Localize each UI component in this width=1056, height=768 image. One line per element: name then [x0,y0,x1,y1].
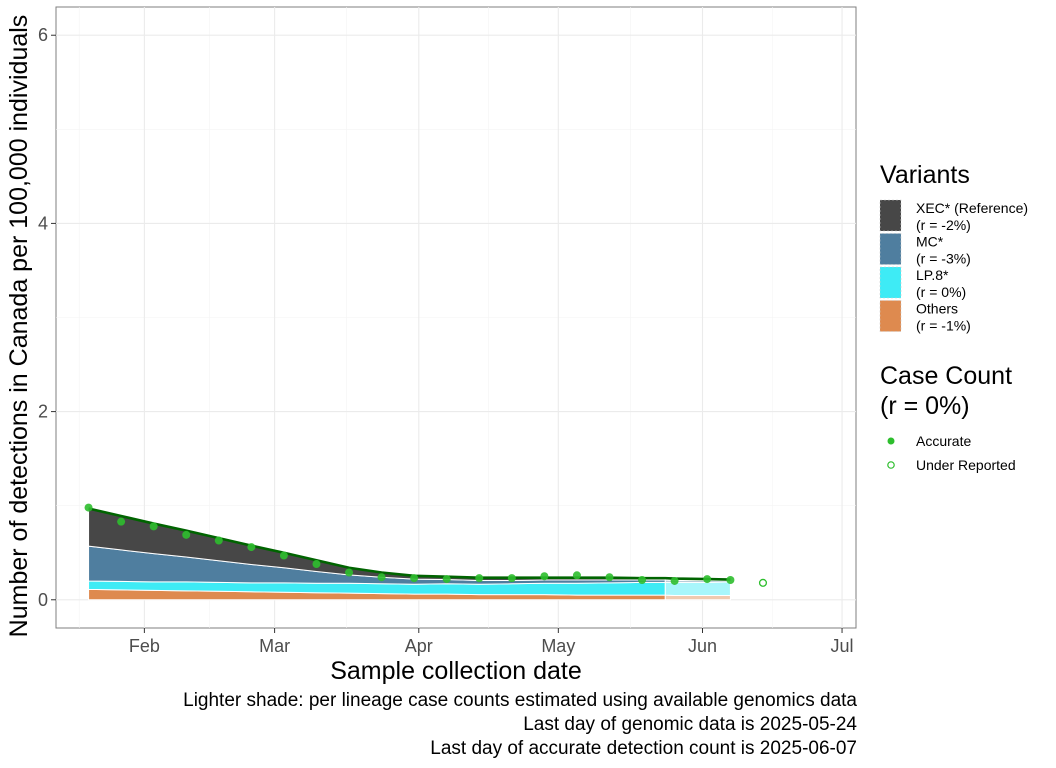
y-tick-label: 2 [38,402,48,422]
point-accurate [214,536,223,545]
x-tick-label: Mar [259,636,290,656]
y-axis-title: Number of detections in Canada per 100,0… [5,15,33,638]
x-axis-ticks: Feb Mar Apr May Jun Jul [129,628,854,656]
legend-rate-xec-reference: (r = -2%) [916,217,971,233]
point-accurate [572,571,581,580]
point-accurate [279,551,288,560]
legend-under-reported-label: Under Reported [916,457,1016,473]
point-accurate [247,543,256,552]
y-tick-label: 4 [38,213,48,233]
x-tick-label: Jul [831,636,854,656]
point-accurate [149,522,158,531]
legend-key-mc [879,233,902,265]
point-accurate [507,574,516,583]
y-tick-label: 0 [38,590,48,610]
legend-title-case-count-rate: (r = 0%) [880,392,970,420]
legend-title-variants: Variants [880,161,970,189]
point-accurate [475,574,484,583]
point-accurate [638,576,647,585]
point-accurate [410,574,419,583]
legend-key-xec-reference [879,199,902,232]
legend-rate-lp-8: (r = 0%) [916,284,966,300]
point-accurate [540,572,549,581]
point-accurate [312,560,321,569]
y-axis-ticks: 0 2 4 6 [38,25,56,610]
legend-label-xec-reference: XEC* (Reference) [916,200,1028,216]
point-accurate [377,573,386,582]
legend-title-case-count: Case Count [880,362,1012,390]
x-tick-label: May [541,636,575,656]
point-accurate [345,568,354,577]
legend-rate-mc: (r = -3%) [916,251,971,267]
legend-accurate-label: Accurate [916,433,971,449]
point-accurate [84,503,93,512]
legend-label-others: Others [916,301,958,317]
legend-rate-others: (r = -1%) [916,318,971,334]
y-tick-label: 6 [38,25,48,45]
legend-under-reported-marker [887,461,895,469]
caption-line-1: Lighter shade: per lineage case counts e… [183,690,857,711]
point-accurate [670,576,679,585]
x-tick-label: Jun [688,636,717,656]
legend-key-lp-8 [879,266,902,299]
caption-line-3: Last day of accurate detection count is … [430,738,857,759]
x-axis-title: Sample collection date [330,657,582,685]
legend-accurate-marker [887,437,895,445]
legend-label-lp-8: LP.8* [916,267,949,283]
point-accurate [726,576,735,585]
total-line-group [88,507,731,581]
legend: Variants XEC* (Reference)(r = -2%)MC*(r … [879,161,1028,473]
case-count-points [84,503,768,587]
x-tick-label: Feb [129,636,160,656]
total-line [88,507,731,581]
point-accurate [182,530,191,539]
caption-line-2: Last day of genomic data is 2025-05-24 [523,714,857,735]
x-tick-label: Apr [405,636,433,656]
legend-label-mc: MC* [916,234,944,250]
point-accurate [117,517,126,526]
legend-variant-keys: XEC* (Reference)(r = -2%)MC*(r = -3%)LP.… [879,199,1028,334]
grid-minor [56,7,856,628]
point-accurate [442,575,451,584]
point-under-reported [758,578,768,587]
point-accurate [605,573,614,582]
point-accurate [703,575,712,584]
legend-key-others [879,300,902,332]
